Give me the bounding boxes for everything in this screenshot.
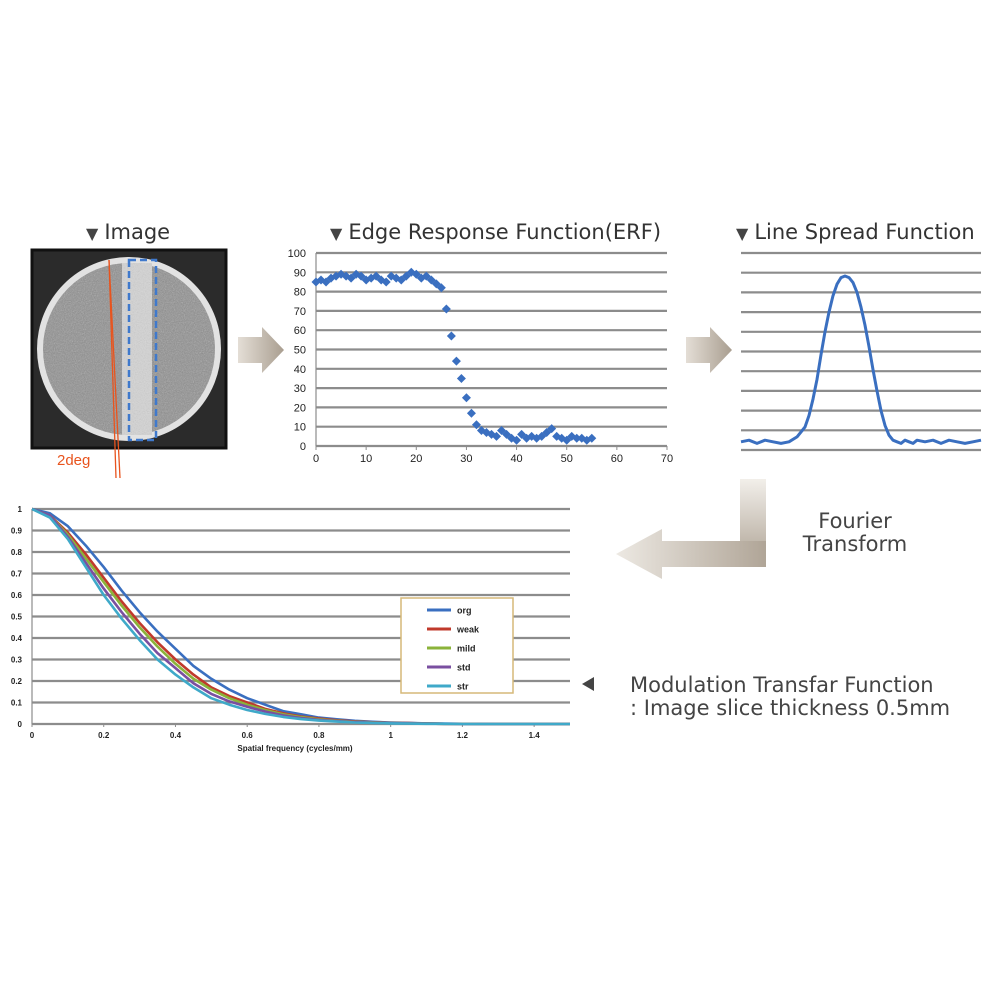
y-tick-label: 0.9 [11, 527, 23, 536]
x-tick-label: 20 [410, 453, 422, 465]
erf-point [356, 271, 366, 281]
y-tick-label: 0.4 [11, 634, 23, 643]
y-tick-label: 0.8 [11, 548, 23, 557]
y-tick-label: 0 [300, 441, 306, 453]
erf-point [396, 275, 406, 285]
y-tick-label: 0.5 [11, 613, 23, 622]
ct-phantom-image [30, 248, 228, 479]
erf-point [461, 393, 471, 403]
arrow-right-icon [686, 327, 732, 373]
lsf-panel-title: ▼ Line Spread Function [736, 220, 975, 244]
legend-label-std: std [457, 663, 471, 673]
fourier-transform-caption: Fourier Transform [802, 509, 908, 556]
erf-point [572, 433, 582, 443]
legend-label-str: str [457, 682, 469, 692]
x-tick-label: 0.8 [313, 731, 325, 740]
erf-point [512, 435, 522, 445]
erf-point [441, 304, 451, 314]
legend-label-org: org [457, 606, 472, 616]
erf-point [492, 431, 502, 441]
erf-point [456, 373, 466, 383]
erf-point [381, 277, 391, 287]
mtf-caption: Modulation Transfar Function : Image sli… [630, 673, 951, 720]
down-triangle-icon: ▼ [736, 224, 749, 243]
y-tick-label: 60 [294, 325, 306, 337]
erf-point [346, 273, 356, 283]
y-tick-label: 50 [294, 345, 306, 357]
mtf-legend: org weak mild std str [400, 597, 514, 694]
x-tick-label: 0 [313, 453, 319, 465]
image-panel-title: ▼ Image [86, 220, 171, 244]
angle-label: 2deg [57, 452, 91, 469]
angle-line-left [108, 259, 117, 479]
angle-line-right [108, 259, 121, 479]
legend-box [400, 597, 514, 694]
lsf-chart [740, 251, 982, 452]
y-tick-label: 1 [18, 505, 23, 514]
y-tick-label: 70 [294, 306, 306, 318]
x-tick-label: 0 [30, 731, 35, 740]
x-tick-label: 40 [510, 453, 522, 465]
x-tick-label: 1.2 [457, 731, 469, 740]
y-tick-label: 40 [294, 364, 306, 376]
x-tick-label: 10 [360, 453, 372, 465]
erf-point [466, 408, 476, 418]
lsf-line [740, 274, 982, 445]
x-tick-label: 0.4 [170, 731, 182, 740]
y-tick-label: 0.2 [11, 677, 23, 686]
erf-chart: 0 10 20 30 40 50 60 70 80 90 100 0 10 20 30 40 50 60 70 [288, 248, 673, 465]
x-tick-label: 70 [661, 453, 673, 465]
y-tick-label: 0 [18, 720, 23, 729]
y-tick-label: 90 [294, 267, 306, 279]
mtf-line-str [31, 507, 570, 726]
x-tick-label: 0.6 [242, 731, 254, 740]
y-tick-label: 0.7 [11, 570, 23, 579]
x-tick-label: 30 [460, 453, 472, 465]
mtf-chart: 0 0.1 0.2 0.3 0.4 0.5 0.6 0.7 0.8 0.9 1 0 0.2 0.4 0.6 0… [11, 505, 570, 753]
x-tick-label: 50 [561, 453, 573, 465]
legend-label-weak: weak [456, 625, 480, 635]
legend-label-mild: mild [457, 644, 476, 654]
x-tick-label: 1.4 [529, 731, 541, 740]
erf-point [386, 271, 396, 281]
y-tick-label: 80 [294, 287, 306, 299]
y-tick-label: 10 [294, 422, 306, 434]
x-tick-label: 0.2 [98, 731, 110, 740]
arrow-right-icon [238, 327, 284, 373]
erf-point [391, 273, 401, 283]
erf-point [547, 424, 557, 434]
erf-point [361, 275, 371, 285]
erf-point [351, 269, 361, 279]
erf-point [451, 356, 461, 366]
x-tick-label: 60 [611, 453, 623, 465]
down-triangle-icon: ▼ [86, 224, 99, 243]
x-tick-label: 1 [388, 731, 393, 740]
down-triangle-icon: ▼ [330, 224, 343, 243]
y-tick-label: 100 [288, 248, 306, 260]
y-tick-label: 0.6 [11, 591, 23, 600]
erf-point [446, 331, 456, 341]
y-tick-label: 0.1 [11, 699, 23, 708]
erf-point [341, 271, 351, 281]
roi-dashed-box [127, 258, 158, 442]
arrow-elbow-left-icon [616, 479, 766, 579]
erf-point [587, 433, 597, 443]
left-triangle-icon [582, 677, 594, 691]
y-tick-label: 0.3 [11, 656, 23, 665]
erf-point [336, 269, 346, 279]
erf-point [436, 283, 446, 293]
erf-point [376, 275, 386, 285]
y-tick-label: 20 [294, 402, 306, 414]
erf-panel-title: ▼ Edge Response Function(ERF) [330, 220, 662, 244]
erf-point [471, 420, 481, 430]
y-tick-label: 30 [294, 383, 306, 395]
x-axis-label: Spatial frequency (cycles/mm) [237, 744, 352, 753]
